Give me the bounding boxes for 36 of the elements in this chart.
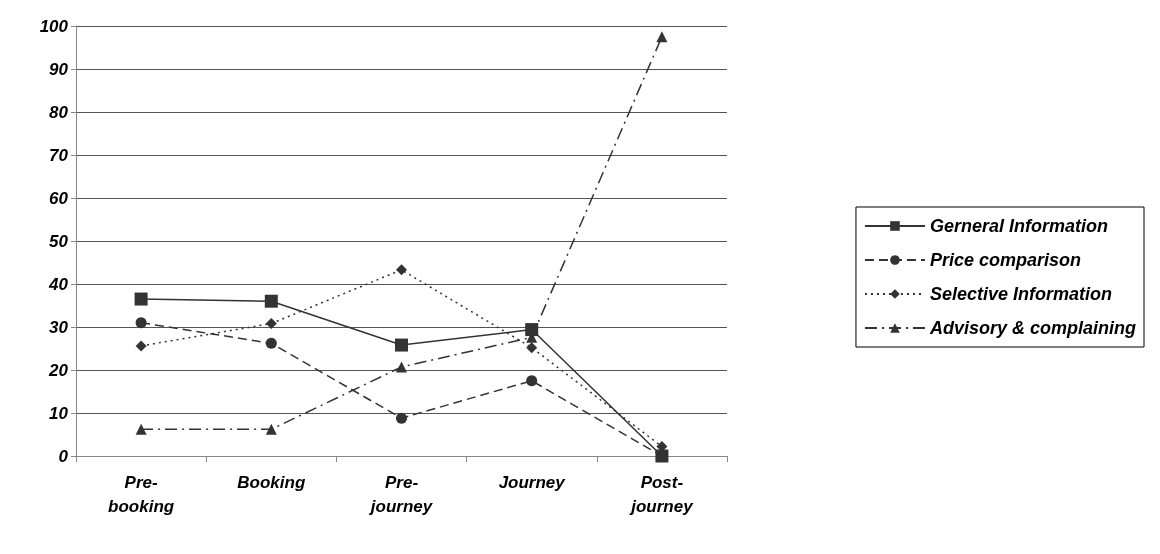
point [135,340,147,352]
point [265,337,277,349]
legend-label: Advisory & complaining [928,318,1137,338]
y-tick-label: 90 [49,59,69,79]
point [264,294,278,308]
legend-label: Selective Information [929,284,1113,304]
y-tick-label: 10 [49,403,69,423]
x-tick-label: Pre-journey [368,472,434,516]
legend-label: Price comparison [929,250,1082,270]
y-tick-label: 100 [39,16,69,36]
point [395,338,408,352]
point [265,318,277,330]
point [396,361,407,373]
y-tick-label: 70 [49,145,69,165]
x-tick-label: Post-journey [629,472,695,516]
point [134,292,148,306]
legend-label: Gerneral Information [929,216,1108,236]
point [135,423,147,435]
x-tick-label: Booking [237,472,306,492]
point [135,317,147,329]
y-tick-label: 80 [49,102,69,122]
y-tick-label: 60 [49,188,69,208]
y-tick-label: 20 [48,360,69,380]
point [526,342,538,354]
x-tick-label: Journey [498,472,567,492]
y-tick-label: 40 [48,274,69,294]
point [656,31,668,43]
point [396,264,407,276]
y-tick-label: 50 [49,231,69,251]
y-tick-label: 0 [58,446,69,466]
point [396,412,407,424]
y-tick-label: 30 [49,317,69,337]
x-tick-label: Pre-booking [108,472,175,516]
point [526,375,538,387]
point [265,423,277,435]
point [525,323,539,337]
